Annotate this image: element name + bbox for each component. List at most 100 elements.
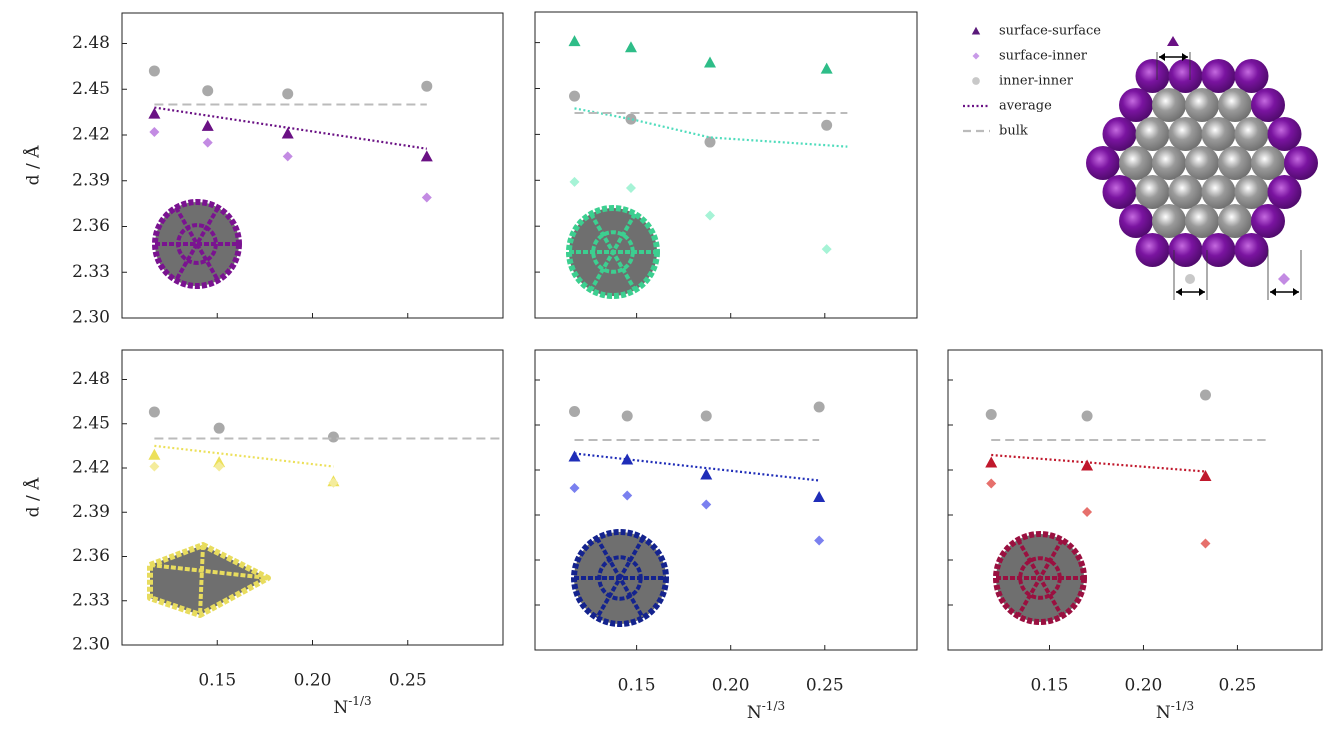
triangle-marker [704,56,717,68]
triangle-marker [1199,470,1212,481]
panel: 2.30 2.33 2.36 2.39 2.42 2.45 2.48 0.15 0.20 0.25… [23,349,504,718]
circle-marker [821,119,833,131]
circle-marker [569,90,581,102]
arrow-head [1270,288,1299,296]
particle-edge [595,537,645,619]
y-tick-label: 2.42 [72,458,110,478]
y-tick-label: 2.42 [72,125,110,145]
surface-atom [1267,117,1302,151]
circle-marker [148,65,160,77]
triangle-marker [985,456,998,468]
particle-face [591,230,635,274]
legend-label: bulk [999,124,1028,139]
circle-marker [813,401,825,413]
x-tick-label: 0.25 [389,671,427,691]
circle-marker [213,422,225,434]
legend-label: average [999,99,1052,114]
surface-atom [1201,233,1236,267]
panel: 2.30 2.33 2.36 2.39 2.42 2.45 2.48 d / Å [23,12,504,328]
circle-marker [625,113,637,125]
inner-atom [1152,146,1186,180]
triangle-marker [813,491,826,502]
x-tick-label: 0.20 [1125,676,1163,696]
panel: 0.15 0.20 0.25 N-1/3 [947,349,1323,723]
diamond-marker [421,192,432,203]
legend-label: surface-inner [999,49,1088,64]
x-tick-label: 0.20 [712,676,750,696]
x-axis-label: N-1/3 [1156,699,1194,723]
y-tick-label: 2.33 [72,262,110,282]
inner-atom [1218,88,1252,122]
diamond-marker [814,535,825,546]
x-axis-label-sup: -1/3 [348,694,371,708]
y-tick-label: 2.30 [72,635,110,655]
y-tick-label: 2.36 [72,216,110,236]
x-axis-label: N-1/3 [333,694,371,718]
x-axis-label-base: N [747,703,762,723]
circle-marker [621,410,633,422]
diamond-marker [1200,538,1211,549]
diamond-marker [569,176,580,187]
particle-face [176,223,218,265]
y-tick-label: 2.48 [72,369,110,389]
y-axis-label: d / Å [23,145,44,185]
plot-frame [534,349,918,651]
nanoparticle [566,205,660,299]
triangle-marker [700,468,713,480]
inner-atom [1185,204,1219,238]
circle-marker [421,80,433,92]
diamond-marker [701,499,712,510]
panel: 0.15 0.20 0.25 N-1/3 [534,349,918,723]
legend-swatch [972,77,980,85]
diamond-marker [569,483,580,493]
inner-atom [1185,146,1219,180]
circle-marker [985,409,997,420]
triangle-marker [148,107,161,119]
surface-atom [1234,233,1269,267]
y-tick-label: 2.45 [72,79,110,99]
legend-swatch [971,26,981,35]
surface-atom [1135,233,1170,267]
surface-atom [1284,146,1318,180]
surface-atom [1086,146,1120,180]
surface-atom [1251,88,1285,122]
surface-atom [1135,59,1170,93]
diamond-marker [821,244,832,255]
surface-atom [1267,175,1302,209]
legend-label: inner-inner [999,74,1074,89]
inner-atom [1119,146,1153,180]
circle-marker [704,136,716,148]
x-tick-label: 0.25 [806,676,844,696]
average-line [991,453,1206,473]
diamond-marker [149,126,160,137]
triangle-marker [281,127,294,139]
y-axis-label: d / Å [23,477,44,517]
triangle-marker [624,41,637,53]
average-line [574,452,820,482]
diamond-marker [282,151,293,162]
triangle-marker [621,453,634,465]
diamond-marker [1082,507,1093,517]
particle-edge [1016,538,1064,618]
nanoparticle [993,531,1087,625]
nanoparticle [147,542,271,618]
inner-atom [1234,117,1269,151]
average-line [154,444,334,468]
circle-marker [700,410,712,422]
x-tick-label: 0.25 [1218,676,1256,696]
legend: surface-surface surface-inner inner-inner a… [963,24,1101,139]
inner-atom [1218,146,1252,180]
surface-atom [1102,175,1137,209]
diamond-marker [202,137,213,148]
particle-edge [149,544,269,616]
inner-atom [1218,204,1252,238]
x-axis-label: N-1/3 [747,699,785,723]
triangle-marker [201,119,214,131]
inner-atom [1251,146,1285,180]
triangle-marker [820,62,833,74]
diamond-icon [1278,273,1290,285]
inner-atom [1152,88,1186,122]
circle-marker [569,406,581,417]
